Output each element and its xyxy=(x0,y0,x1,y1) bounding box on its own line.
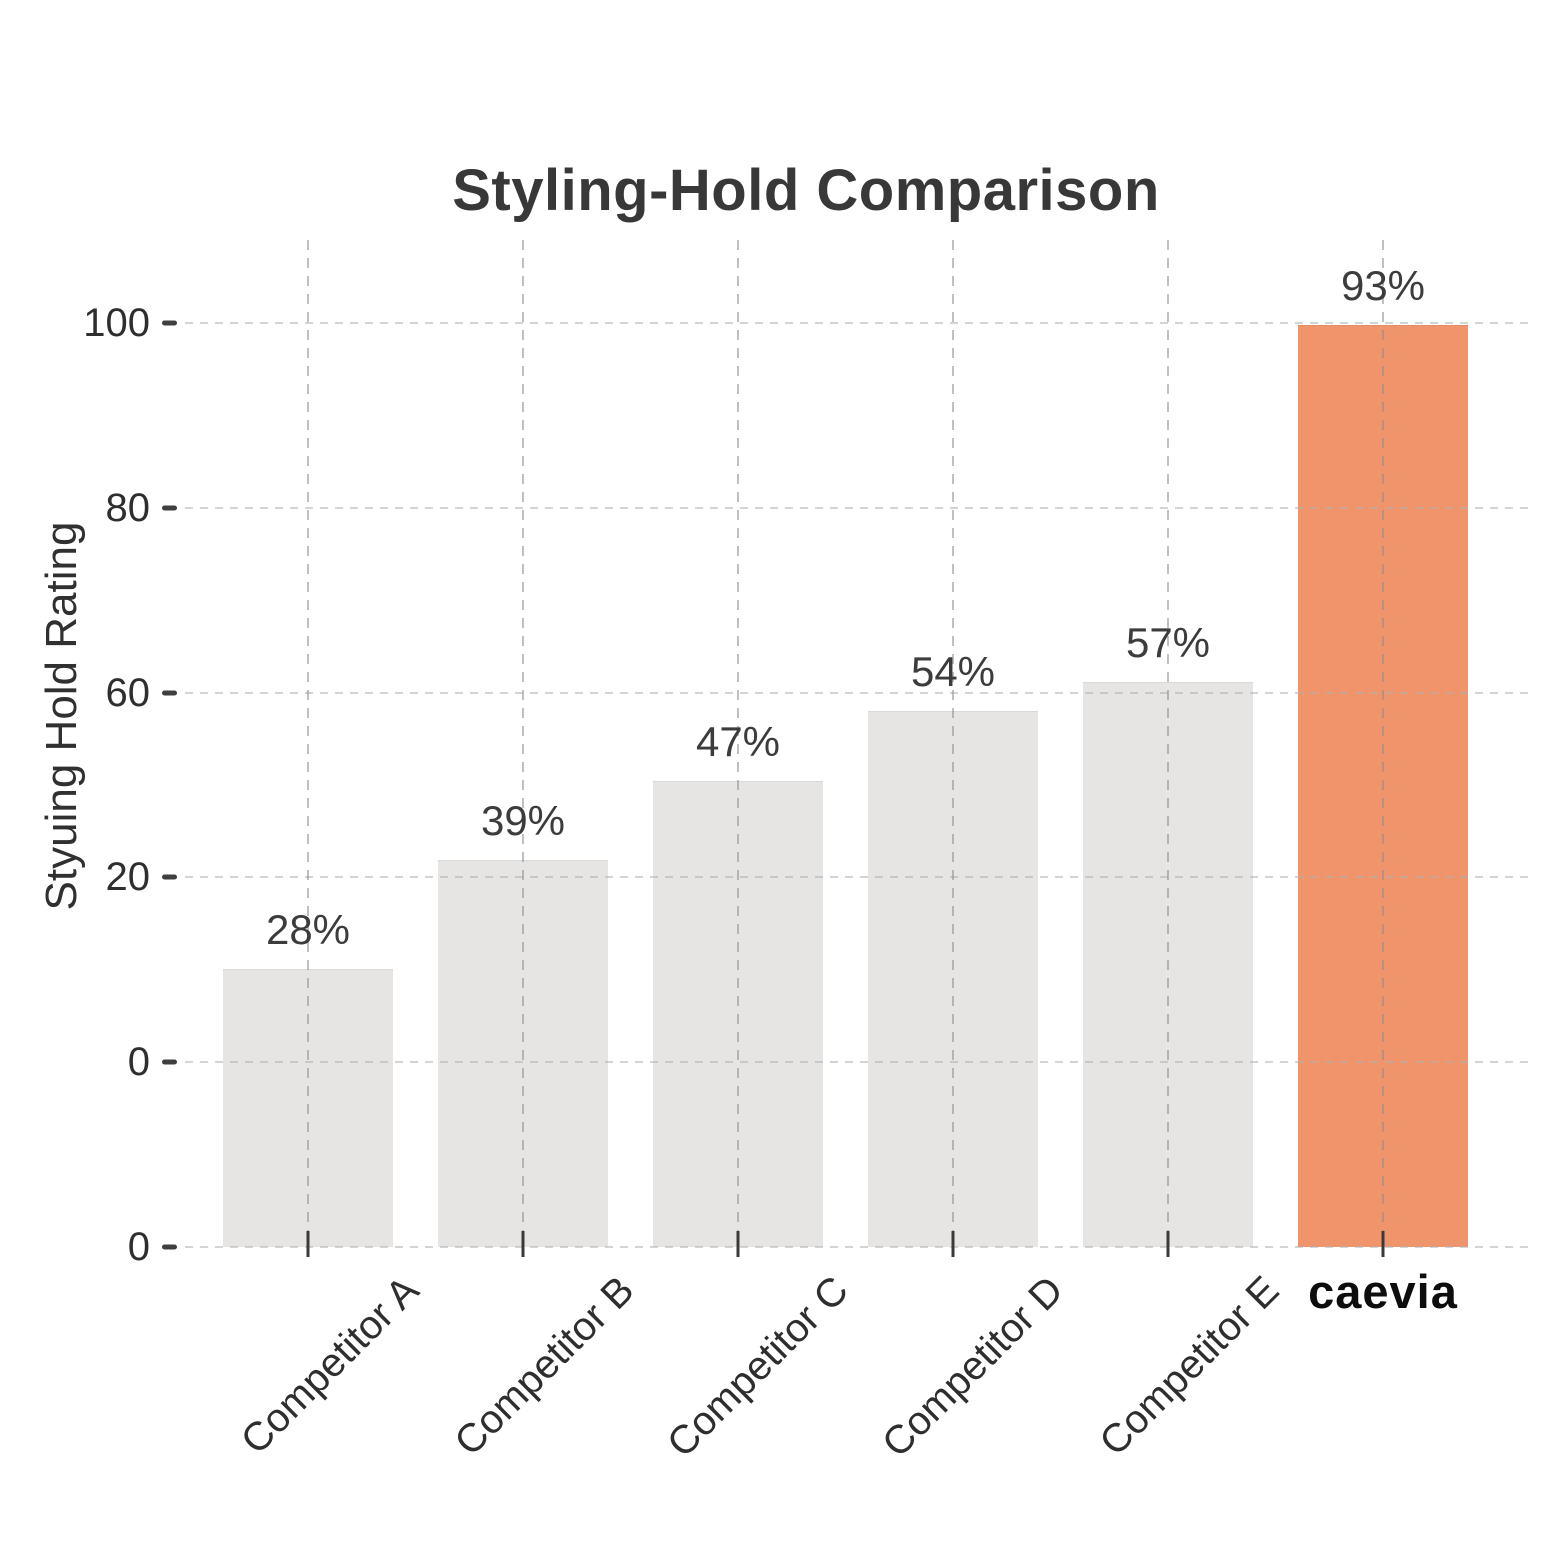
y-tick-label: 100 xyxy=(83,301,150,345)
y-tick-mark xyxy=(162,1244,177,1250)
h-gridline xyxy=(185,876,1530,879)
v-gridline xyxy=(737,240,739,1247)
x-tick-label: Competitor B xyxy=(445,1268,643,1465)
h-gridline xyxy=(185,506,1530,509)
bar-value-label: 93% xyxy=(1340,262,1426,310)
v-gridline xyxy=(1167,240,1169,1247)
brand-label: caevia xyxy=(1308,1265,1458,1318)
y-tick-mark xyxy=(162,320,177,326)
chart-title: Styling-Hold Comparison xyxy=(452,158,1160,223)
x-tick-mark xyxy=(951,1231,955,1257)
y-tick-label: 20 xyxy=(105,855,151,900)
v-gridline xyxy=(307,240,309,1247)
y-tick-mark xyxy=(162,1059,177,1065)
bar-value-label: 54% xyxy=(910,648,996,696)
x-tick-mark xyxy=(521,1231,525,1257)
bar-value-label: 28% xyxy=(265,905,351,953)
bar-value-label: 57% xyxy=(1125,618,1211,666)
y-tick-label: 0 xyxy=(127,1225,150,1269)
y-tick-label: 0 xyxy=(127,1040,150,1085)
y-tick-mark xyxy=(162,690,177,696)
plot-area: 28% 39% 47% 54% 57% 93% xyxy=(185,240,1530,1257)
h-gridline xyxy=(185,322,1530,324)
y-tick-mark xyxy=(162,505,177,511)
x-tick-mark xyxy=(1166,1231,1170,1257)
v-gridline xyxy=(952,240,954,1247)
h-gridline xyxy=(185,691,1530,694)
y-tick-mark xyxy=(162,874,177,880)
x-tick-label: Competitor E xyxy=(1090,1268,1288,1465)
bar-value-label: 39% xyxy=(480,796,566,844)
h-gridline xyxy=(185,1246,1530,1248)
v-gridline xyxy=(522,240,524,1247)
v-gridline xyxy=(1382,240,1384,1247)
x-tick-mark xyxy=(736,1231,740,1257)
x-tick-mark xyxy=(1381,1231,1385,1257)
h-gridline xyxy=(185,1061,1530,1064)
x-tick-label: Competitor C xyxy=(659,1268,858,1466)
y-tick-label: 60 xyxy=(105,670,151,715)
x-tick-mark xyxy=(306,1231,310,1257)
y-tick-label: 80 xyxy=(105,485,151,530)
x-tick-label: Competitor A xyxy=(232,1268,428,1463)
bar-value-label: 47% xyxy=(695,717,781,765)
x-tick-label: Competitor D xyxy=(874,1268,1073,1466)
